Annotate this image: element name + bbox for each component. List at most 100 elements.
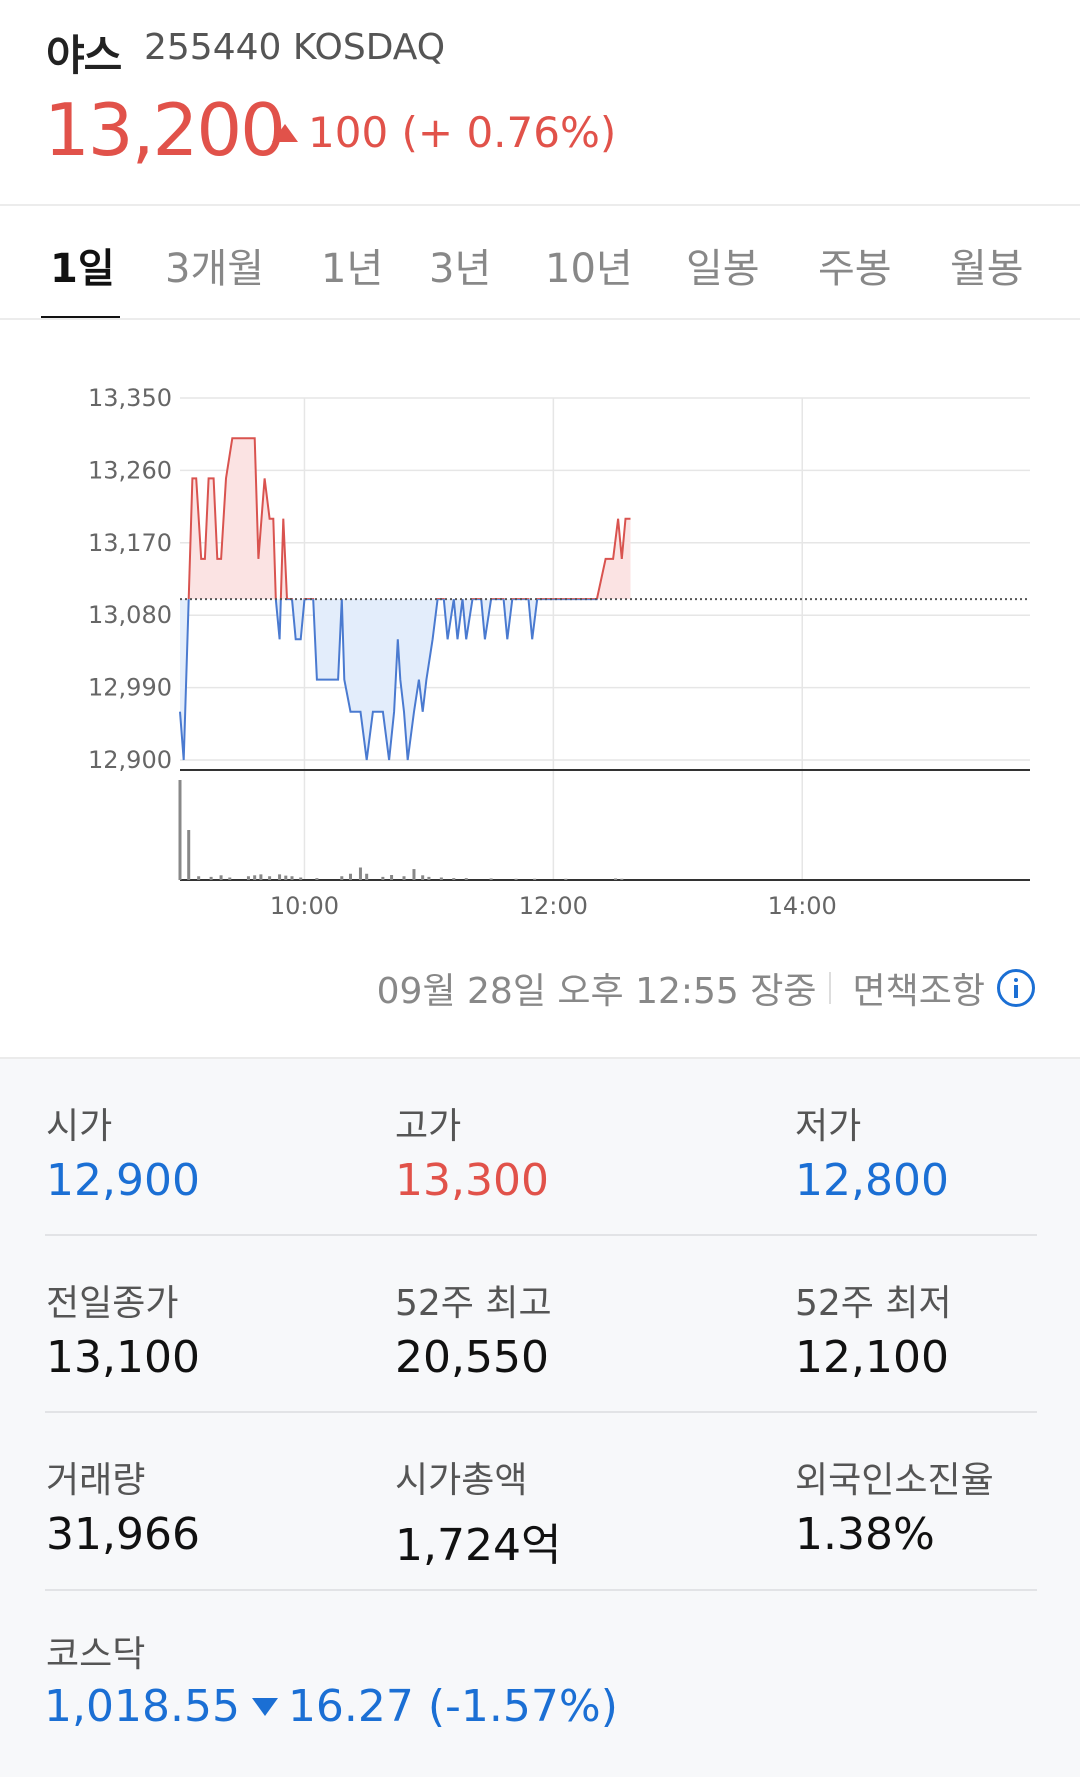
separator: [828, 972, 831, 1004]
stat-value: 12,100: [795, 1332, 949, 1383]
volume-bar: [340, 876, 344, 880]
y-tick-label: 13,350: [88, 384, 172, 412]
volume-bar: [489, 878, 493, 880]
volume-bar: [290, 876, 294, 880]
chart-svg: 13,350 13,260 13,170 13,080 12,990 12,900 10:0…: [88, 384, 1030, 920]
volume-bar: [209, 876, 213, 880]
volume-bar: [439, 877, 443, 880]
y-tick-label: 13,260: [88, 456, 172, 484]
stats-row: 전일종가 13,100 52주 최고 20,550 52주 최저 12,100: [0, 1236, 1080, 1412]
stat-low: 저가 12,800: [795, 1097, 949, 1206]
divider: [45, 1411, 1037, 1413]
disclaimer-link[interactable]: 면책조항: [852, 971, 985, 1012]
volume-bar: [246, 876, 250, 880]
current-price: 13,200: [44, 88, 286, 172]
x-tick-label: 10:00: [270, 892, 339, 920]
stat-value: 20,550: [395, 1332, 549, 1383]
volume-bar: [464, 878, 468, 880]
index-change: 16.27 (-1.57%): [287, 1681, 618, 1732]
stock-header: 야스 255440 KOSDAQ 13,200 100 (+ 0.76%): [0, 0, 1080, 205]
volume-bar: [178, 780, 182, 880]
triangle-up-icon: [272, 123, 298, 142]
stat-label: 52주 최저: [795, 1283, 952, 1324]
volume-bar: [533, 878, 537, 880]
volume-bar: [253, 875, 257, 880]
y-tick-label: 12,900: [88, 746, 172, 774]
divider: [0, 318, 1080, 320]
stat-market-cap: 시가총액 1,724억: [395, 1451, 561, 1573]
volume-bar: [452, 878, 456, 880]
volume-bar: [614, 878, 618, 880]
stat-prev-close: 전일종가 13,100: [46, 1274, 200, 1383]
index-label: 코스닥: [46, 1634, 146, 1675]
stats-row: 거래량 31,966 시가총액 1,724억 외국인소진율 1.38%: [0, 1413, 1080, 1589]
stat-52w-low: 52주 최저 12,100: [795, 1274, 952, 1383]
y-tick-label: 13,080: [88, 601, 172, 629]
volume-bar: [197, 876, 201, 880]
stat-label: 시가총액: [395, 1460, 528, 1501]
price-change-value: 100 (+ 0.76%): [308, 108, 617, 157]
tab-10year[interactable]: 10년: [545, 246, 633, 292]
volume-bar: [315, 878, 319, 880]
stat-value: 13,100: [46, 1332, 200, 1383]
stat-label: 고가: [395, 1106, 462, 1147]
price-line-up: [187, 437, 631, 600]
stat-value: 1.38%: [795, 1509, 935, 1560]
tab-3year[interactable]: 3년: [429, 246, 492, 292]
tab-3month[interactable]: 3개월: [165, 246, 265, 292]
stat-label: 전일종가: [46, 1283, 179, 1324]
stat-high: 고가 13,300: [395, 1097, 549, 1206]
y-tick-label: 13,170: [88, 529, 172, 557]
stat-value: 12,800: [795, 1155, 949, 1206]
stat-open: 시가 12,900: [46, 1097, 200, 1206]
stock-code: 255440 KOSDAQ: [144, 27, 446, 68]
divider: [45, 1234, 1037, 1236]
volume-bar: [412, 869, 416, 880]
volume-bar: [421, 875, 425, 880]
stats-panel: 시가 12,900 고가 13,300 저가 12,800 전일종가 13,10…: [0, 1057, 1080, 1777]
volume-bar: [228, 877, 232, 880]
timestamp: 09월 28일 오후 12:55 장중: [376, 971, 817, 1012]
volume-bar: [381, 876, 385, 880]
price-area-down: [180, 599, 538, 760]
volume-bar: [187, 830, 191, 880]
stat-value: 13,300: [395, 1155, 549, 1206]
stat-volume: 거래량 31,966: [46, 1451, 200, 1560]
intraday-chart[interactable]: 13,350 13,260 13,170 13,080 12,990 12,900 10:0…: [0, 320, 1080, 1060]
volume-bar: [390, 875, 394, 880]
volume-bar: [358, 867, 362, 880]
stat-label: 외국인소진율: [795, 1460, 994, 1501]
stat-value: 1,724억: [395, 1520, 562, 1571]
tab-daily-candle[interactable]: 일봉: [686, 246, 760, 292]
x-tick-label: 12:00: [519, 892, 588, 920]
stat-label: 거래량: [46, 1460, 146, 1501]
price-line-down: [179, 599, 598, 761]
volume-bar: [284, 875, 288, 880]
stock-name: 야스: [46, 31, 122, 80]
volume-bar: [402, 876, 406, 880]
volume-bar: [427, 876, 431, 880]
stat-label: 시가: [46, 1106, 113, 1147]
tab-1day[interactable]: 1일: [50, 246, 115, 292]
volume-bar: [348, 873, 352, 880]
divider: [45, 1589, 1037, 1591]
volume-bar: [259, 874, 263, 880]
stats-row: 시가 12,900 고가 13,300 저가 12,800: [0, 1059, 1080, 1235]
index-value: 1,018.55: [44, 1681, 240, 1732]
tab-monthly-candle[interactable]: 월봉: [950, 246, 1024, 292]
volume-bar: [268, 876, 272, 880]
triangle-down-icon: [251, 1697, 278, 1716]
volume-bar: [564, 878, 568, 880]
stat-foreign-ratio: 외국인소진율 1.38%: [795, 1451, 994, 1560]
tab-1year[interactable]: 1년: [321, 246, 384, 292]
stat-label: 저가: [795, 1106, 862, 1147]
index-value-row[interactable]: 1,018.55 16.27 (-1.57%): [44, 1681, 618, 1732]
stat-52w-high: 52주 최고 20,550: [395, 1274, 552, 1383]
period-tabs: 1일 3개월 1년 3년 10년 일봉 주봉 월봉: [0, 206, 1080, 320]
y-tick-label: 12,990: [88, 674, 172, 702]
info-icon[interactable]: [997, 969, 1035, 1007]
stat-value: 12,900: [46, 1155, 200, 1206]
tab-weekly-candle[interactable]: 주봉: [818, 246, 892, 292]
volume-bar: [278, 874, 282, 880]
volume-bar: [299, 877, 303, 880]
